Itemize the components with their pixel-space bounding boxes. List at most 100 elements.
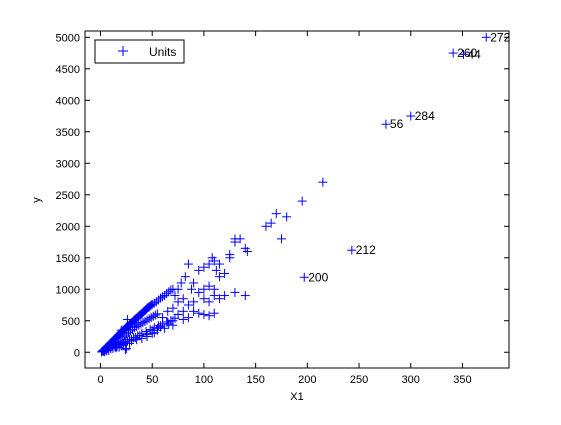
data-point (127, 336, 137, 346)
labeled-data-point (458, 49, 468, 59)
y-tick-label: 3000 (56, 158, 80, 170)
labeled-data-point (381, 119, 391, 129)
x-tick-label: 250 (350, 374, 368, 386)
data-point (120, 345, 130, 355)
y-tick-label: 1500 (56, 253, 80, 265)
data-point (207, 253, 217, 263)
y-tick-label: 4000 (56, 95, 80, 107)
data-point (132, 335, 142, 345)
labeled-data-point (406, 111, 416, 121)
data-point (199, 262, 209, 272)
data-point (214, 272, 224, 282)
point-label: 212 (356, 243, 376, 257)
x-tick-label: 200 (298, 374, 316, 386)
legend: Units (94, 39, 185, 64)
y-tick-label: 3500 (56, 127, 80, 139)
labeled-data-point (347, 245, 357, 255)
data-point (116, 325, 126, 335)
labeled-data-point (481, 32, 491, 42)
y-axis-label: y (31, 197, 43, 203)
data-point (209, 291, 219, 301)
data-point (214, 294, 224, 304)
point-label: 260 (457, 46, 477, 60)
point-label: 56 (390, 117, 404, 131)
data-point (158, 313, 168, 323)
data-point (151, 297, 161, 307)
data-point (242, 246, 252, 256)
x-tick-label: 150 (246, 374, 264, 386)
data-point (100, 347, 110, 357)
data-point (230, 287, 240, 297)
data-point (178, 294, 188, 304)
data-point (180, 272, 190, 282)
data-point (142, 332, 152, 342)
x-axis-label: X1 (290, 391, 303, 403)
data-point (121, 343, 131, 353)
data-point (137, 333, 147, 343)
data-point (147, 328, 157, 338)
data-point (240, 291, 250, 301)
data-point (220, 269, 230, 279)
legend-box (94, 39, 185, 64)
point-label: 272 (490, 30, 510, 44)
data-point (211, 265, 221, 275)
y-tick-label: 2500 (56, 190, 80, 202)
data-point (176, 278, 186, 288)
data-point (204, 311, 214, 321)
data-point (199, 284, 209, 294)
data-point (261, 221, 271, 231)
data-point (183, 313, 193, 323)
labeled-data-point (448, 48, 458, 58)
y-axis-ticks: 0 500 1000 1500 2000 2500 3000 3500 4000 4500 5000 (56, 32, 509, 359)
x-tick-label: 350 (453, 374, 471, 386)
x-tick-label: 0 (97, 374, 103, 386)
data-point (214, 259, 224, 269)
y-tick-label: 2000 (56, 221, 80, 233)
data-point (173, 284, 183, 294)
data-point (150, 310, 160, 320)
data-point (173, 309, 183, 319)
data-point (189, 306, 199, 316)
data-point (131, 318, 141, 328)
data-point (164, 319, 174, 329)
data-point (220, 291, 230, 301)
data-point (318, 177, 328, 187)
data-point (163, 306, 173, 316)
y-tick-label: 1000 (56, 284, 80, 296)
data-point (194, 308, 204, 318)
data-point (178, 306, 188, 316)
legend-label-units: Units (149, 45, 176, 59)
x-tick-label: 300 (402, 374, 420, 386)
data-point (122, 314, 132, 324)
data-point (162, 289, 172, 299)
data-point (282, 212, 292, 222)
data-point (173, 297, 183, 307)
data-point (204, 281, 214, 291)
data-point (199, 309, 209, 319)
data-point (271, 209, 281, 219)
data-point (166, 285, 176, 295)
labeled-data-point (299, 272, 309, 282)
point-label: 44 (467, 47, 481, 61)
axes-box (84, 30, 510, 369)
data-point (204, 259, 214, 269)
legend-marker (118, 46, 128, 56)
data-point (199, 294, 209, 304)
points-layer (97, 177, 328, 357)
y-tick-label: 5000 (56, 32, 80, 44)
data-point (187, 284, 197, 294)
data-point (194, 265, 204, 275)
data-point (194, 287, 204, 297)
data-point (160, 323, 170, 333)
y-tick-label: 0 (74, 347, 80, 359)
data-point (178, 314, 188, 324)
data-point (189, 278, 199, 288)
y-tick-label: 4500 (56, 64, 80, 76)
data-point (183, 259, 193, 269)
data-point (230, 234, 240, 244)
data-point (152, 309, 162, 319)
data-point (266, 218, 276, 228)
